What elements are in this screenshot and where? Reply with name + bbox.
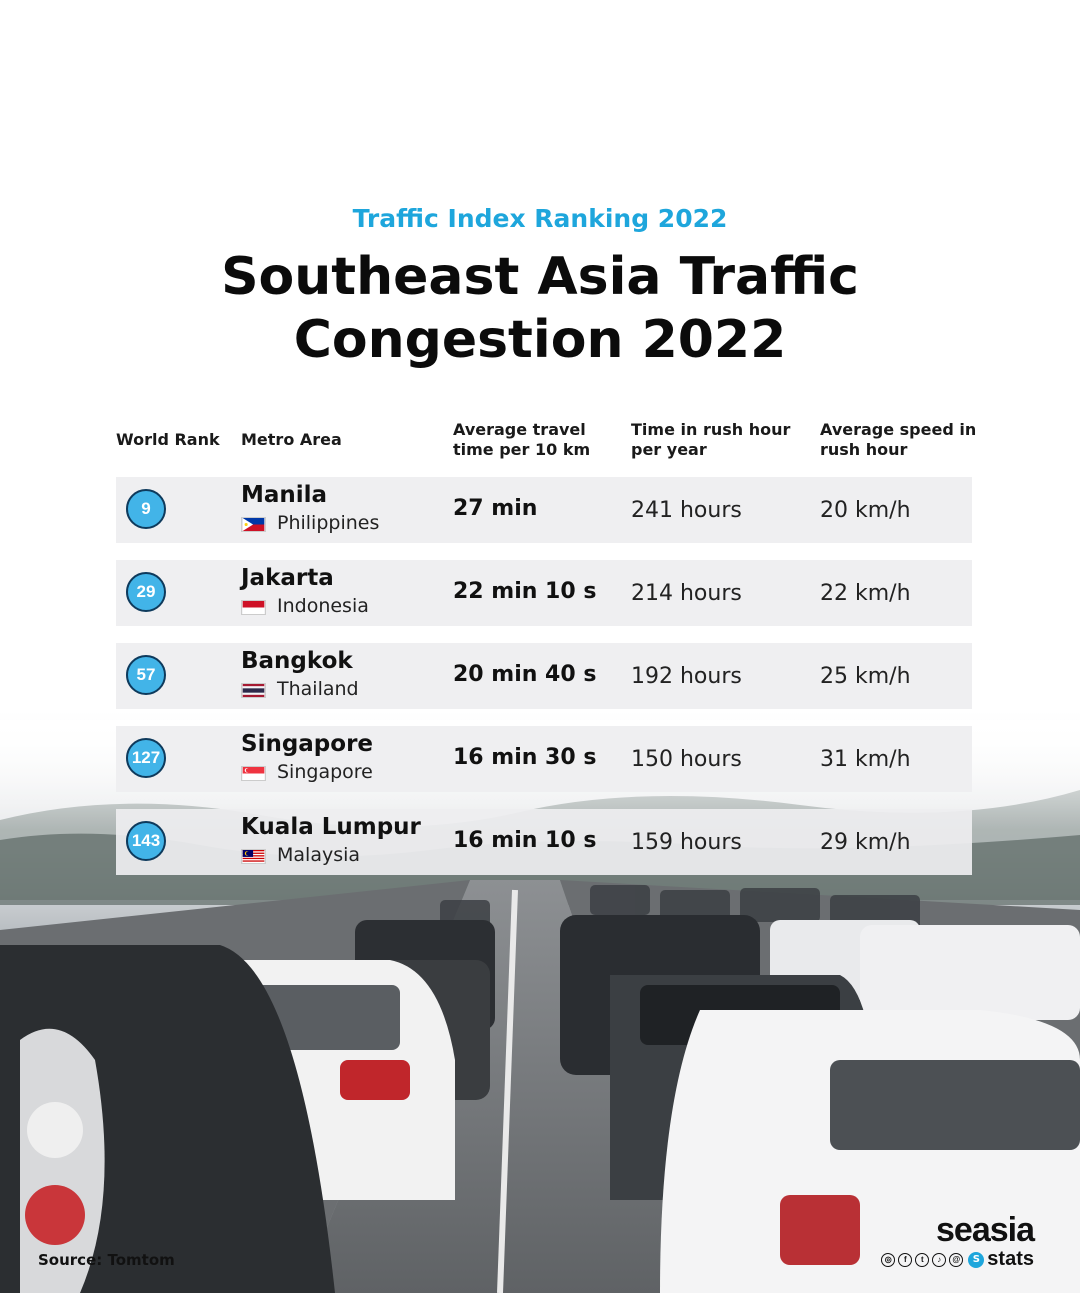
average-speed-value: 29 km/h [820,830,911,855]
table-row: 127 Singapore Singapore 16 min 30 s 150 … [116,726,972,792]
rank-badge: 127 [126,738,166,778]
rank-badge: 9 [126,489,166,529]
malaysia-flag-icon [241,849,266,864]
source-credit: Source: Tomtom [38,1251,175,1269]
travel-time-value: 16 min 10 s [453,828,597,853]
title-line-1: Southeast Asia Traffic [221,247,859,307]
city-name: Jakarta [241,565,334,591]
column-header-travel-time-line2: time per 10 km [453,440,591,459]
table-row: 29 Jakarta Indonesia 22 min 10 s 214 hou… [116,560,972,626]
city-name: Kuala Lumpur [241,814,421,840]
travel-time-value: 27 min [453,496,538,521]
average-speed-value: 31 km/h [820,747,911,772]
table-row: 57 Bangkok Thailand 20 min 40 s 192 hour… [116,643,972,709]
column-header-rush-hour-time-line1: Time in rush hour [631,420,791,439]
country-name: Philippines [277,512,380,534]
column-header-travel-time: Average travel time per 10 km [453,420,590,460]
facebook-icon[interactable]: f [898,1252,913,1267]
philippines-flag-icon [241,517,266,532]
city-name: Bangkok [241,648,353,674]
rush-hour-time-value: 214 hours [631,581,742,606]
country-name: Indonesia [277,595,369,617]
page-title: Southeast Asia Traffic Congestion 2022 [0,246,1080,372]
table-row: 143 Kuala Lumpur Malaysia 16 min 10 s 15… [116,809,972,875]
brand-social-row: ◎ f t ♪ @ S stats [881,1248,1034,1271]
travel-time-value: 20 min 40 s [453,662,597,687]
rush-hour-time-value: 150 hours [631,747,742,772]
column-header-average-speed-line2: rush hour [820,440,908,459]
travel-time-value: 16 min 30 s [453,745,597,770]
column-header-average-speed: Average speed in rush hour [820,420,976,460]
page-subtitle: Traffic Index Ranking 2022 [352,204,728,233]
tiktok-icon[interactable]: ♪ [932,1252,947,1267]
city-name: Singapore [241,731,374,757]
average-speed-value: 22 km/h [820,581,911,606]
title-line-2: Congestion 2022 [293,310,787,370]
indonesia-flag-icon [241,600,266,615]
column-header-rush-hour-time: Time in rush hour per year [631,420,790,460]
column-header-average-speed-line1: Average speed in [820,420,977,439]
rank-badge: 29 [126,572,166,612]
travel-time-value: 22 min 10 s [453,579,597,604]
rush-hour-time-value: 192 hours [631,664,742,689]
brand-logo: seasia ◎ f t ♪ @ S stats [881,1211,1035,1271]
brand-suffix: stats [987,1248,1034,1270]
rank-badge: 143 [126,821,166,861]
average-speed-value: 25 km/h [820,664,911,689]
singapore-flag-icon [241,766,266,781]
thailand-flag-icon [241,683,266,698]
threads-icon[interactable]: @ [949,1252,964,1267]
instagram-icon[interactable]: ◎ [881,1252,896,1267]
twitter-icon[interactable]: t [915,1252,930,1267]
column-header-rush-hour-time-line2: per year [631,440,707,459]
column-header-world-rank: World Rank [116,430,220,449]
rush-hour-time-value: 159 hours [631,830,742,855]
average-speed-value: 20 km/h [820,498,911,523]
city-name: Manila [241,482,328,508]
rank-badge: 57 [126,655,166,695]
table-row: 9 Manila Philippines 27 min 241 hours 20… [116,477,972,543]
country-name: Thailand [277,678,359,700]
rush-hour-time-value: 241 hours [631,498,742,523]
column-header-travel-time-line1: Average travel [453,420,586,439]
country-name: Singapore [277,761,373,783]
brand-name: seasia [936,1211,1035,1249]
column-header-metro-area: Metro Area [241,430,342,449]
country-name: Malaysia [277,844,361,866]
seasia-s-icon: S [968,1251,985,1268]
